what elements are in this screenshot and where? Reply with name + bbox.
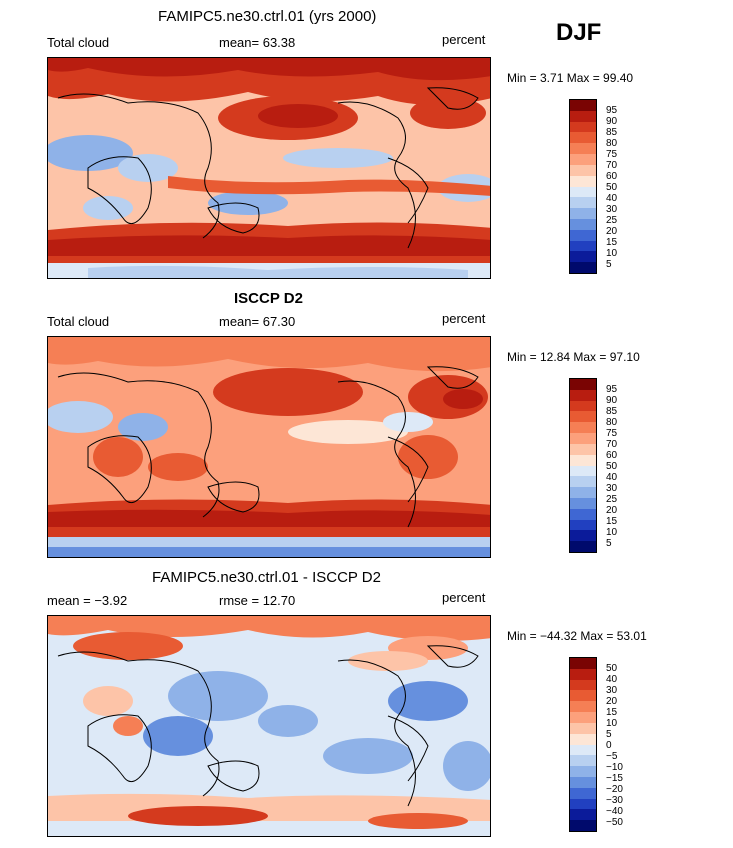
- season-label: DJF: [556, 19, 602, 46]
- panel-3-mean-label: mean = −3.92: [47, 593, 128, 608]
- cb1-label: 40: [606, 193, 618, 204]
- cb2-label: 60: [606, 450, 618, 461]
- cb1-label: 5: [606, 259, 612, 270]
- cb2-label: 85: [606, 406, 618, 417]
- cb2-label: 50: [606, 461, 618, 472]
- panel-3-title: FAMIPC5.ne30.ctrl.01 - ISCCP D2: [152, 569, 381, 586]
- cb2-label: 15: [606, 516, 618, 527]
- panel-2-colorbar: [569, 378, 597, 553]
- panel-2-title: ISCCP D2: [234, 290, 303, 307]
- cb2-label: 95: [606, 384, 618, 395]
- cb3-label: −50: [606, 817, 623, 828]
- panel-1-variable-label: Total cloud: [47, 35, 110, 50]
- cb2-label: 75: [606, 428, 618, 439]
- cb1-label: 70: [606, 160, 618, 171]
- cb3-label: −10: [606, 762, 623, 773]
- cb3-label: 5: [606, 729, 612, 740]
- cb3-label: −5: [606, 751, 618, 762]
- panel-3-map-field: [48, 616, 490, 836]
- cb2-label: 20: [606, 505, 618, 516]
- cb2-label: 25: [606, 494, 618, 505]
- cb1-label: 80: [606, 138, 618, 149]
- panel-2-minmax: Min = 12.84 Max = 97.10: [507, 350, 640, 364]
- panel-1-mean-label: mean= 63.38: [219, 35, 296, 50]
- panel-1-map-field: [48, 58, 490, 278]
- cb3-label: 0: [606, 740, 612, 751]
- cb2-label: 70: [606, 439, 618, 450]
- panel-1-minmax: Min = 3.71 Max = 99.40: [507, 71, 634, 85]
- cb3-label: 40: [606, 674, 618, 685]
- cb2-label: 5: [606, 538, 612, 549]
- cb1-label: 90: [606, 116, 618, 127]
- panel-3-minmax: Min = −44.32 Max = 53.01: [507, 629, 647, 643]
- cb1-label: 50: [606, 182, 618, 193]
- cb3-label: 50: [606, 663, 618, 674]
- cb3-label: −15: [606, 773, 623, 784]
- panel-3-rmse-label: rmse = 12.70: [219, 593, 296, 608]
- cb3-label: 15: [606, 707, 618, 718]
- cb1-label: 85: [606, 127, 618, 138]
- panel-3-map: [47, 615, 491, 837]
- cb3-label: 20: [606, 696, 618, 707]
- cb1-label: 95: [606, 105, 618, 116]
- cb1-label: 20: [606, 226, 618, 237]
- panel-2-mean-label: mean= 67.30: [219, 314, 296, 329]
- panel-2-variable-label: Total cloud: [47, 314, 110, 329]
- cb2-label: 10: [606, 527, 618, 538]
- cb1-label: 75: [606, 149, 618, 160]
- panel-2-units-label: percent: [442, 311, 486, 326]
- panel-2-map: [47, 336, 491, 558]
- cb3-label: 30: [606, 685, 618, 696]
- cb3-label: −40: [606, 806, 623, 817]
- panel-1-units-label: percent: [442, 32, 486, 47]
- cb1-label: 60: [606, 171, 618, 182]
- cb2-label: 30: [606, 483, 618, 494]
- cb1-label: 30: [606, 204, 618, 215]
- panel-1-title: FAMIPC5.ne30.ctrl.01 (yrs 2000): [158, 8, 377, 25]
- panel-2-map-field: [48, 337, 490, 557]
- cb1-label: 10: [606, 248, 618, 259]
- cb3-label: −30: [606, 795, 623, 806]
- cb1-label: 15: [606, 237, 618, 248]
- panel-1-map: [47, 57, 491, 279]
- panel-1-colorbar: [569, 99, 597, 274]
- cb2-label: 40: [606, 472, 618, 483]
- cb2-label: 90: [606, 395, 618, 406]
- panel-3-units-label: percent: [442, 590, 486, 605]
- cb1-label: 25: [606, 215, 618, 226]
- cb3-label: −20: [606, 784, 623, 795]
- cb3-label: 10: [606, 718, 618, 729]
- cb2-label: 80: [606, 417, 618, 428]
- panel-3-colorbar: [569, 657, 597, 832]
